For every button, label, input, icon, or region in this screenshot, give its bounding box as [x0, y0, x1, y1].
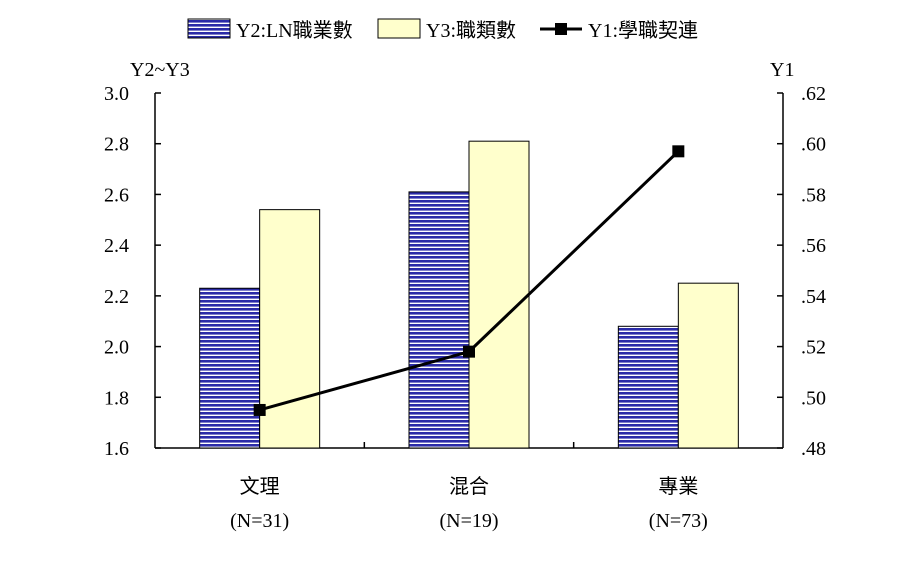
left-tick-label: 2.2: [104, 286, 129, 308]
bar-y3-1: [468, 140, 530, 449]
left-tick-label: 2.4: [104, 235, 129, 257]
left-tick-label: 2.6: [104, 184, 129, 206]
category-label: 混合: [449, 475, 489, 498]
legend-label-y1: Y1:學職契連: [588, 19, 698, 42]
right-tick-label: .50: [801, 387, 826, 409]
bars: [199, 140, 739, 449]
point-y1-2: [672, 145, 685, 158]
category-sublabel: (N=31): [230, 510, 289, 532]
bar-y2-2: [617, 325, 679, 449]
left-axis-title: Y2~Y3: [130, 59, 190, 81]
bar-y2-0: [199, 287, 261, 449]
point-y1-1: [463, 345, 475, 358]
legend-label-y3: Y3:職類數: [426, 19, 516, 42]
left-axis-ticks: 1.6 1.8 2.0 2.2 2.4 2.6 2.8 3.0: [104, 83, 161, 460]
legend-label-y2: Y2:LN職業數: [236, 19, 353, 42]
right-tick-label: .48: [801, 438, 826, 460]
right-tick-label: .56: [801, 235, 826, 257]
category-sublabel: (N=73): [649, 510, 708, 532]
right-tick-label: .52: [801, 337, 826, 359]
line-series: [253, 145, 685, 416]
bar-y2-1: [408, 191, 470, 449]
right-tick-label: .60: [801, 134, 826, 156]
point-y1-0: [253, 403, 266, 416]
x-axis-ticks: [363, 442, 575, 448]
left-tick-label: 2.8: [104, 134, 129, 156]
right-axis-ticks: .48 .50 .52 .54 .56 .58 .60 .62: [777, 83, 826, 460]
legend-swatch-y2: [187, 18, 231, 39]
legend-swatch-y3: [377, 18, 421, 39]
bar-y3-2: [677, 282, 739, 449]
right-axis-title: Y1: [770, 59, 794, 81]
right-tick-label: .54: [801, 286, 826, 308]
legend-marker-y1: [555, 23, 567, 35]
left-tick-label: 2.0: [104, 337, 129, 359]
right-tick-label: .58: [801, 184, 826, 206]
right-tick-label: .62: [801, 83, 826, 105]
category-sublabel: (N=19): [439, 510, 498, 532]
category-label: 專業: [658, 475, 698, 498]
category-label: 文理: [240, 475, 280, 498]
legend: Y2:LN職業數 Y3:職類數 Y1:學職契連: [187, 18, 698, 42]
category-labels: 文理 (N=31) 混合 (N=19) 專業 (N=73): [230, 475, 708, 532]
left-tick-label: 1.8: [104, 387, 129, 409]
left-tick-label: 1.6: [104, 438, 129, 460]
bar-y3-0: [259, 209, 321, 449]
left-tick-label: 3.0: [104, 83, 129, 105]
